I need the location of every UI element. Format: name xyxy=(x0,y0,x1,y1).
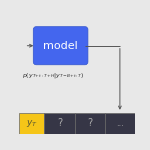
Text: model: model xyxy=(43,41,78,51)
FancyBboxPatch shape xyxy=(33,27,88,65)
Text: $p(y_{T\!+\!t:T\!+\!H}|y_{T\!-\!B\!+\!t:T})$: $p(y_{T\!+\!t:T\!+\!H}|y_{T\!-\!B\!+\!t:… xyxy=(22,71,85,80)
Text: $y_T$: $y_T$ xyxy=(26,118,38,129)
Bar xyxy=(105,113,135,134)
Bar xyxy=(44,113,75,134)
Bar xyxy=(19,113,44,134)
Text: ...: ... xyxy=(116,119,124,128)
Bar xyxy=(75,113,105,134)
Text: ?: ? xyxy=(57,118,62,128)
Text: ?: ? xyxy=(87,118,92,128)
